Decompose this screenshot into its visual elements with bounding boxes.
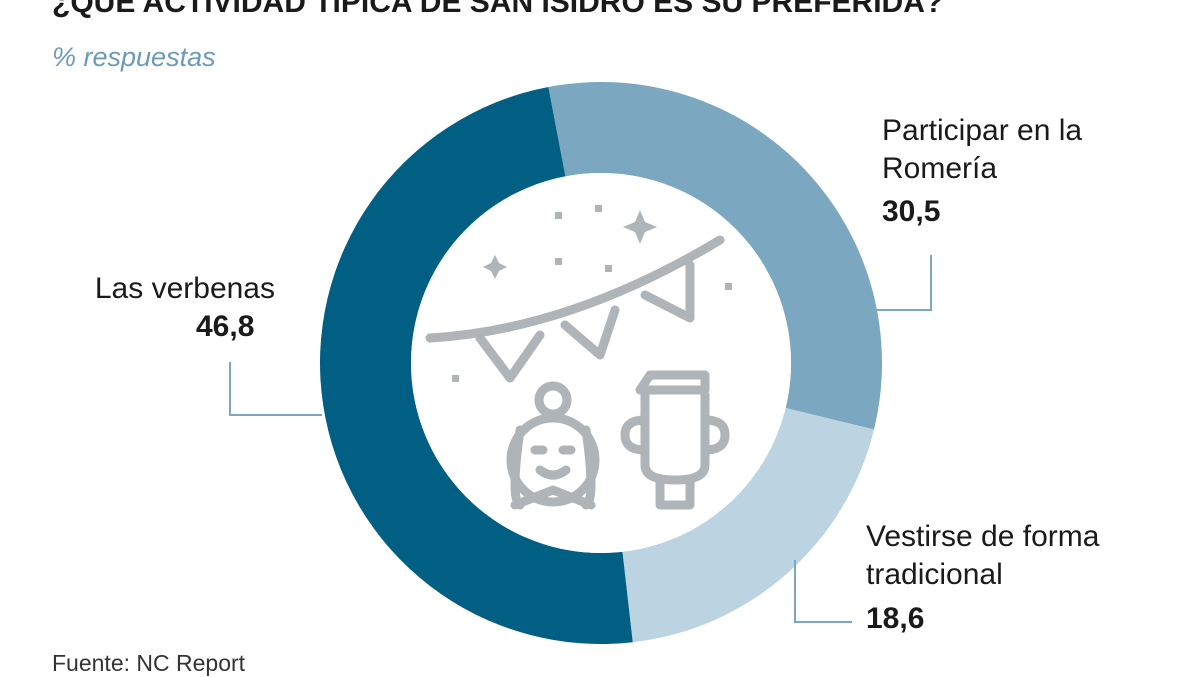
source: Fuente: NC Report	[52, 650, 246, 676]
slice	[319, 86, 633, 645]
category-label: Las verbenas	[94, 272, 275, 305]
value-label: 46,8	[196, 310, 255, 343]
confetti	[452, 205, 732, 382]
slice	[622, 407, 875, 643]
value-label: 18,6	[866, 602, 925, 635]
slice	[548, 81, 882, 430]
category-label: Vestirse de forma tradicional	[866, 520, 1100, 591]
title: ¿QUÉ ACTIVIDAD TÍPICA DE SAN ISIDRO ES S…	[52, 0, 944, 19]
donut-hole	[411, 173, 791, 553]
leader-lines	[229, 255, 932, 623]
value-label: 30,5	[882, 195, 941, 228]
icon	[425, 235, 730, 510]
subtitle: % respuestas	[52, 42, 216, 72]
category-label: Participar en la Romería	[882, 114, 1083, 185]
slices	[319, 81, 882, 645]
